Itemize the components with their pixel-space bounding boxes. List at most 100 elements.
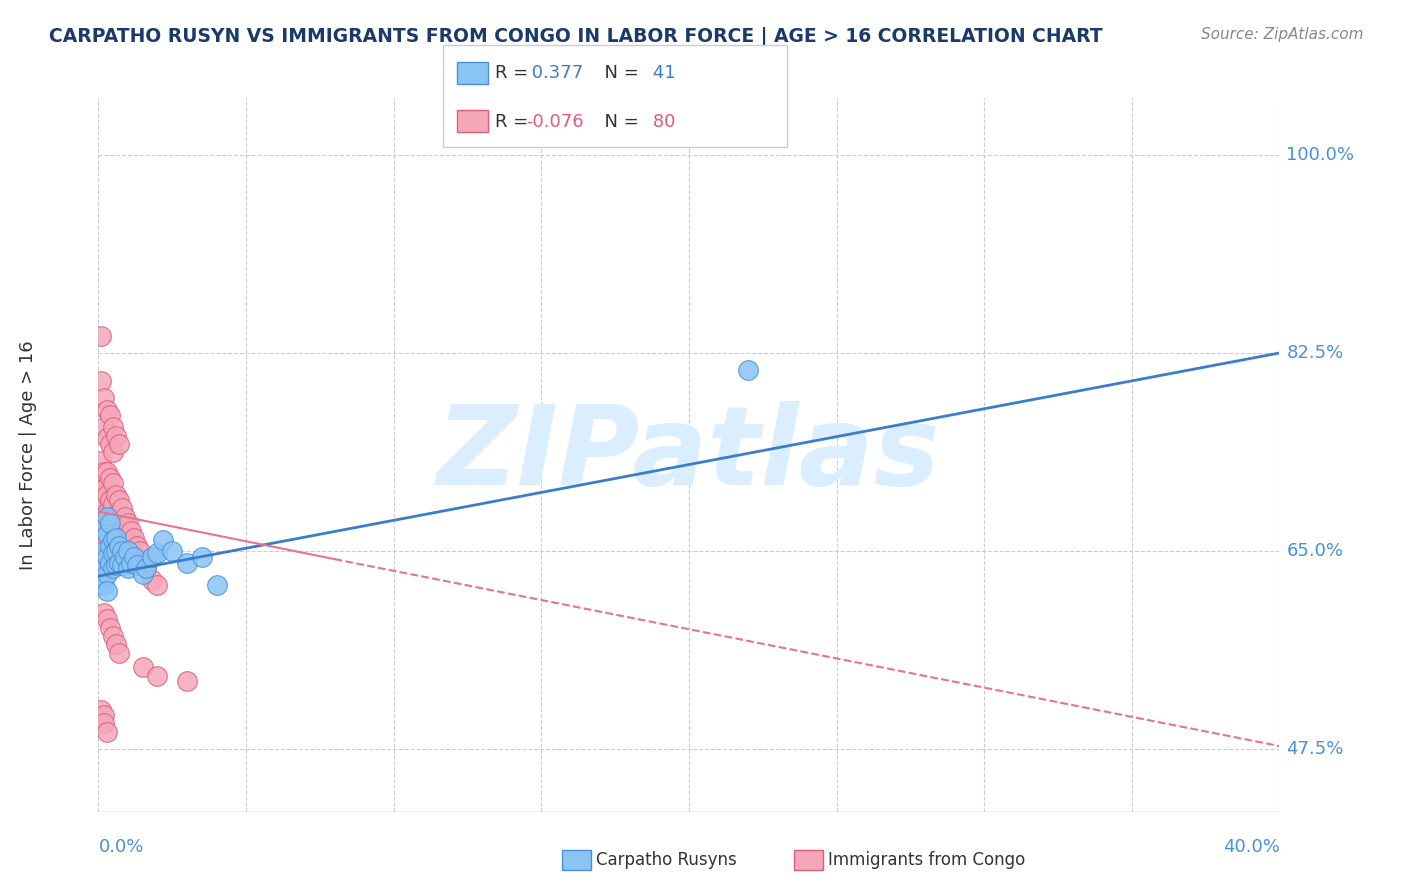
Point: [98, 556, 121, 570]
Point: [98, 621, 121, 635]
Point: [93, 499, 115, 513]
Point: [162, 544, 183, 558]
Text: ZIPatlas: ZIPatlas: [437, 401, 941, 508]
Point: [103, 444, 125, 458]
Point: [93, 708, 115, 723]
Point: [96, 504, 118, 518]
Point: [90, 499, 112, 513]
Point: [96, 612, 118, 626]
Text: 41: 41: [647, 64, 675, 82]
Point: [93, 533, 115, 547]
Point: [125, 539, 148, 553]
Point: [96, 549, 118, 564]
Point: [103, 561, 125, 575]
Point: [105, 487, 128, 501]
Point: [191, 549, 214, 564]
Point: [98, 516, 121, 530]
Point: [111, 558, 134, 572]
Point: [93, 561, 115, 575]
Point: [96, 465, 118, 479]
Text: N =: N =: [593, 112, 645, 130]
Text: 40.0%: 40.0%: [1223, 838, 1279, 856]
Point: [93, 510, 115, 524]
Text: Immigrants from Congo: Immigrants from Congo: [828, 851, 1025, 869]
Point: [128, 544, 150, 558]
Point: [105, 544, 128, 558]
Point: [117, 561, 139, 575]
Point: [108, 531, 131, 545]
Text: 47.5%: 47.5%: [1286, 740, 1344, 758]
Point: [93, 544, 115, 558]
Point: [96, 535, 118, 549]
Point: [90, 566, 112, 581]
Point: [103, 516, 125, 530]
Point: [96, 561, 118, 575]
Point: [93, 578, 115, 592]
Point: [90, 578, 112, 592]
Point: [98, 409, 121, 423]
Point: [111, 544, 134, 558]
Point: [108, 512, 131, 526]
Point: [93, 465, 115, 479]
Point: [96, 487, 118, 501]
Point: [152, 533, 174, 547]
Point: [105, 508, 128, 522]
Point: [93, 419, 115, 434]
Text: -0.076: -0.076: [526, 112, 583, 130]
Point: [98, 493, 121, 508]
Point: [105, 527, 128, 541]
Point: [132, 566, 155, 581]
Point: [90, 556, 112, 570]
Point: [108, 436, 131, 450]
Point: [111, 519, 134, 533]
Point: [205, 578, 228, 592]
Point: [108, 539, 131, 553]
Point: [93, 392, 115, 406]
Text: Carpatho Rusyns: Carpatho Rusyns: [596, 851, 737, 869]
Point: [132, 659, 155, 673]
Point: [146, 546, 169, 560]
Point: [98, 470, 121, 484]
Text: 100.0%: 100.0%: [1286, 145, 1354, 164]
Point: [108, 546, 131, 560]
Point: [96, 549, 118, 564]
Point: [122, 531, 145, 545]
Point: [146, 669, 169, 683]
Text: N =: N =: [593, 64, 645, 82]
Point: [103, 533, 125, 547]
Point: [90, 476, 112, 491]
Point: [90, 329, 112, 343]
Point: [93, 549, 115, 564]
Point: [105, 428, 128, 442]
Point: [108, 646, 131, 660]
Point: [737, 363, 759, 377]
Point: [117, 535, 139, 549]
Point: [146, 578, 169, 592]
Point: [103, 419, 125, 434]
Point: [96, 522, 118, 536]
Point: [96, 583, 118, 598]
Point: [135, 561, 157, 575]
Point: [96, 510, 118, 524]
Point: [98, 544, 121, 558]
Point: [90, 516, 112, 530]
Text: 65.0%: 65.0%: [1286, 542, 1344, 560]
Point: [111, 501, 134, 516]
Point: [98, 527, 121, 541]
Point: [98, 436, 121, 450]
Text: In Labor Force | Age > 16: In Labor Force | Age > 16: [20, 340, 37, 570]
Point: [105, 637, 128, 651]
Point: [103, 497, 125, 511]
Point: [103, 546, 125, 560]
Point: [114, 546, 136, 560]
Text: 0.377: 0.377: [526, 64, 583, 82]
Text: 82.5%: 82.5%: [1286, 344, 1344, 362]
Text: 80: 80: [647, 112, 675, 130]
Point: [114, 510, 136, 524]
Point: [108, 493, 131, 508]
Point: [96, 527, 118, 541]
Point: [135, 561, 157, 575]
Point: [108, 556, 131, 570]
Text: R =: R =: [495, 112, 534, 130]
Point: [105, 544, 128, 558]
